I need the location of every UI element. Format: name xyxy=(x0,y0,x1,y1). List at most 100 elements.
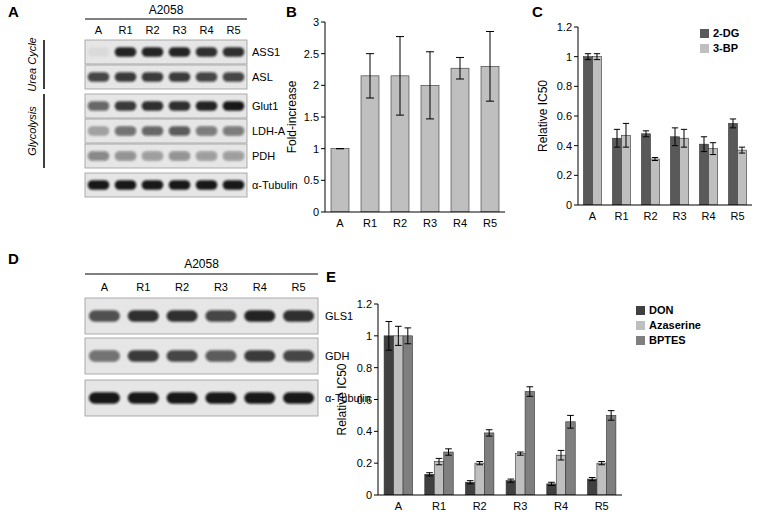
y-tick-label: 1 xyxy=(566,51,572,63)
bar-chart: 00.20.40.60.811.2AR1R2R3R4R5Relative IC5… xyxy=(536,21,752,222)
y-tick-label: 2 xyxy=(313,79,319,91)
band xyxy=(167,392,198,404)
y-tick-label: 1.5 xyxy=(304,111,319,123)
x-axis xyxy=(378,495,622,496)
western-blot: A2058AR1R2R3R4R5ASS1ASLUrea CycleGlut1LD… xyxy=(26,3,298,197)
y-tick xyxy=(574,145,578,146)
error-bar xyxy=(710,143,716,155)
error-bar xyxy=(614,129,620,147)
error-bar xyxy=(585,54,591,60)
bar xyxy=(331,149,349,212)
blot-strip xyxy=(85,338,318,374)
x-tick-label: R2 xyxy=(473,500,487,512)
error-bar xyxy=(608,411,615,421)
protein-label: LDH-A xyxy=(252,125,286,137)
bar xyxy=(593,57,602,205)
bar xyxy=(680,138,689,205)
blot-strip xyxy=(85,298,318,334)
band xyxy=(88,180,110,190)
error-bar xyxy=(517,452,524,455)
y-tick xyxy=(574,205,578,206)
y-tick-label: 1.2 xyxy=(357,298,372,310)
error-bar xyxy=(548,482,555,485)
bar xyxy=(738,150,747,205)
lane-label: R4 xyxy=(253,281,267,293)
y-tick xyxy=(321,53,325,54)
bar xyxy=(671,137,680,205)
x-axis xyxy=(325,212,505,213)
x-tick-label: R1 xyxy=(614,210,628,222)
cell-line: A2058 xyxy=(149,3,184,17)
legend-label: 2-DG xyxy=(713,27,739,39)
x-tick-label: R5 xyxy=(483,217,497,229)
protein-label: PDH xyxy=(252,150,275,162)
error-bar xyxy=(366,54,374,98)
band xyxy=(115,47,137,57)
error-bar xyxy=(405,328,412,344)
error-bar xyxy=(395,326,402,345)
band xyxy=(196,180,218,190)
bar xyxy=(566,422,575,495)
error-bar xyxy=(558,450,565,460)
y-tick xyxy=(374,431,378,432)
protein-label: ASS1 xyxy=(252,46,280,58)
bar xyxy=(506,481,515,495)
band xyxy=(196,72,218,82)
x-tick-label: R1 xyxy=(363,217,377,229)
y-tick-label: 0.8 xyxy=(557,80,572,92)
bar xyxy=(584,57,593,205)
title-rule xyxy=(85,19,247,20)
error-bar xyxy=(467,481,474,484)
x-tick-label: R3 xyxy=(423,217,437,229)
x-tick-label: R3 xyxy=(513,500,527,512)
band xyxy=(88,47,110,57)
band xyxy=(128,350,159,362)
error-bar xyxy=(445,449,452,455)
band xyxy=(283,392,314,404)
bar xyxy=(556,455,565,495)
cell-line: A2058 xyxy=(184,257,219,271)
legend-swatch xyxy=(700,44,709,53)
legend-swatch xyxy=(636,306,645,315)
legend-label: BPTES xyxy=(649,334,686,346)
y-tick-label: 1 xyxy=(366,330,372,342)
error-bar xyxy=(527,387,534,397)
error-bar xyxy=(598,462,605,465)
bar xyxy=(709,149,718,205)
group-label: Glycolysis xyxy=(26,106,38,156)
lane-label: R3 xyxy=(172,24,186,36)
band xyxy=(169,101,191,111)
y-tick-label: 0.2 xyxy=(357,457,372,469)
blot-strip xyxy=(85,380,318,416)
band xyxy=(205,310,236,322)
title-rule xyxy=(85,274,318,275)
y-tick-label: 1 xyxy=(313,143,319,155)
legend-label: 3-BP xyxy=(713,42,738,54)
band xyxy=(142,126,164,136)
bar xyxy=(484,433,493,495)
band xyxy=(88,72,110,82)
y-axis-label: Fold-increase xyxy=(285,80,299,153)
band xyxy=(89,392,120,404)
band xyxy=(142,72,164,82)
figure: ABCDEA2058AR1R2R3R4R5ASS1ASLUrea CycleGl… xyxy=(0,0,764,521)
y-tick-label: 0.6 xyxy=(557,110,572,122)
band xyxy=(115,151,137,161)
lane-label: R5 xyxy=(226,24,240,36)
y-tick xyxy=(374,495,378,496)
error-bar xyxy=(652,158,658,161)
x-tick-label: R3 xyxy=(672,210,686,222)
group-bracket xyxy=(43,40,45,89)
group-label: Urea Cycle xyxy=(26,37,38,91)
y-tick-label: 0 xyxy=(566,199,572,211)
band xyxy=(205,350,236,362)
error-bar xyxy=(681,129,687,147)
lane-label: R4 xyxy=(199,24,213,36)
error-bar xyxy=(594,54,600,60)
y-tick xyxy=(574,56,578,57)
panel-label: E xyxy=(326,268,336,285)
band xyxy=(128,310,159,322)
y-tick-label: 0.8 xyxy=(357,362,372,374)
y-tick-label: 0.5 xyxy=(304,174,319,186)
y-tick xyxy=(374,463,378,464)
